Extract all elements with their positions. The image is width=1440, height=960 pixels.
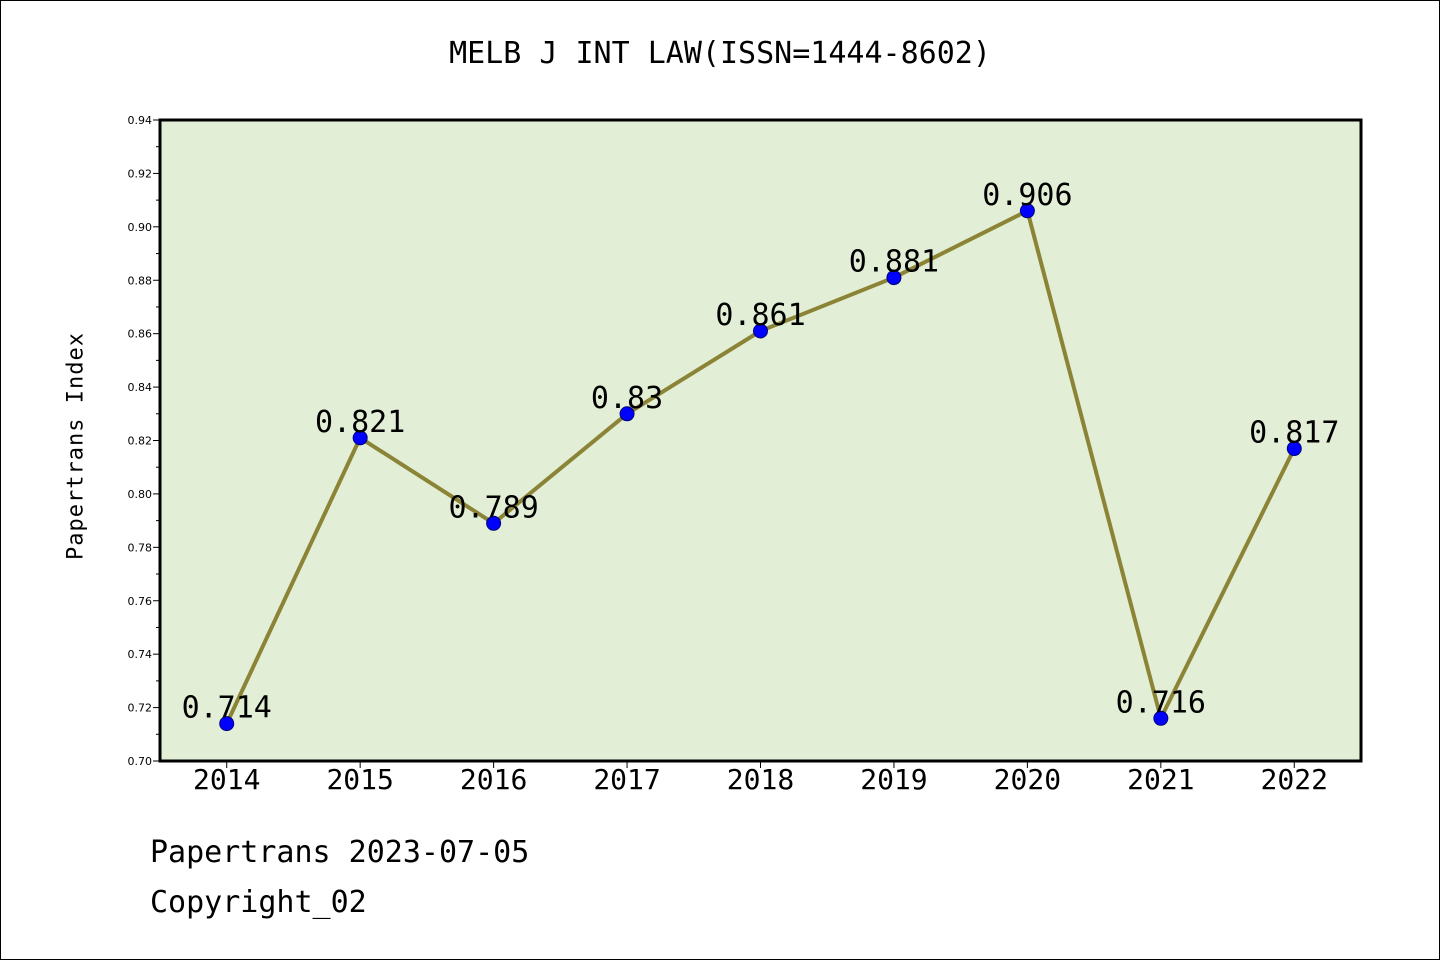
y-tick-label: 0.76 — [128, 595, 153, 608]
x-tick-label: 2020 — [994, 763, 1061, 796]
data-point — [1153, 710, 1169, 726]
y-tick-label: 0.72 — [128, 702, 153, 715]
y-tick-label: 0.90 — [128, 221, 153, 234]
x-tick-label: 2021 — [1127, 763, 1194, 796]
data-label: 0.789 — [448, 490, 538, 525]
x-axis: 2014 2015 2016 2017 2018 2019 2020 2021 2022 — [193, 761, 1328, 796]
y-tick-label: 0.88 — [128, 274, 153, 287]
y-axis: 0.70 0.72 0.74 0.76 0.78 0.80 0.82 0.84 0.86 0.88… — [128, 114, 160, 768]
x-tick-label: 2018 — [727, 763, 794, 796]
y-tick-label: 0.86 — [128, 328, 153, 341]
x-tick-label: 2015 — [326, 763, 393, 796]
data-point — [352, 430, 368, 446]
data-point — [1286, 441, 1302, 457]
footer-copyright: Copyright_02 — [150, 885, 367, 920]
series: 0.714 0.821 0.789 0.83 0.861 0.881 0.906 0.716 0… — [182, 178, 1339, 732]
x-tick-label: 2014 — [193, 763, 260, 796]
data-point — [486, 515, 502, 531]
y-tick-label: 0.94 — [128, 114, 153, 127]
plot-area — [160, 120, 1361, 761]
data-label: 0.861 — [715, 298, 805, 333]
y-tick-label: 0.80 — [128, 488, 153, 501]
data-point — [1019, 203, 1035, 219]
data-label: 0.881 — [849, 245, 939, 280]
y-tick-label: 0.92 — [128, 167, 153, 180]
y-tick-label: 0.70 — [128, 755, 153, 768]
x-tick-label: 2019 — [860, 763, 927, 796]
plot-border — [158, 118, 1363, 763]
chart-title: MELB J INT LAW(ISSN=1444-8602) — [449, 36, 991, 71]
data-label: 0.716 — [1116, 685, 1206, 720]
x-tick-label: 2016 — [460, 763, 527, 796]
data-point — [886, 270, 902, 286]
y-tick-label: 0.84 — [128, 381, 153, 394]
x-tick-label: 2022 — [1261, 763, 1328, 796]
data-label: 0.714 — [182, 691, 272, 726]
y-tick-label: 0.74 — [128, 648, 153, 661]
footer-date: Papertrans 2023-07-05 — [150, 835, 530, 870]
data-label: 0.906 — [982, 178, 1072, 213]
data-point — [219, 716, 235, 732]
data-label: 0.817 — [1249, 416, 1339, 451]
data-point — [753, 323, 768, 339]
data-point — [619, 406, 635, 422]
data-label: 0.821 — [315, 405, 405, 440]
y-tick-label: 0.82 — [128, 435, 153, 448]
x-tick-label: 2017 — [593, 763, 660, 796]
data-label: 0.83 — [591, 381, 663, 416]
y-tick-label: 0.78 — [128, 541, 153, 554]
